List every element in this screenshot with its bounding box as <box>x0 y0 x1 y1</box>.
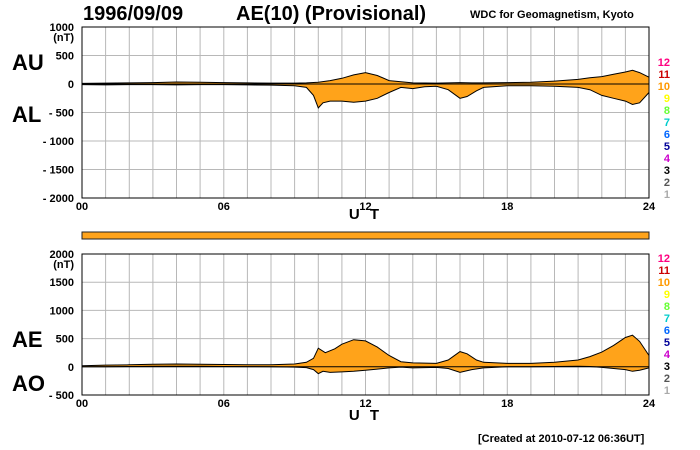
station-legend-label: 4 <box>664 349 671 361</box>
series-line-au <box>81 69 650 84</box>
series-line-ae <box>81 334 650 367</box>
station-legend-label: 3 <box>664 361 670 373</box>
y-axis-unit-label: (nT) <box>53 32 74 44</box>
station-legend-label: 2 <box>664 373 670 385</box>
y-tick-label: 500 <box>56 51 74 63</box>
station-legend-label: 8 <box>664 105 670 117</box>
station-legend-label: 2 <box>664 177 670 189</box>
x-tick-label: 06 <box>218 201 230 213</box>
x-tick-label: 06 <box>218 398 230 410</box>
x-tick-label: 24 <box>643 398 656 410</box>
plot-frame <box>81 26 650 199</box>
y-tick-label: 2000 <box>50 249 74 261</box>
x-tick-label: 24 <box>643 201 656 213</box>
series-line-al <box>81 84 650 109</box>
station-legend-label: 6 <box>664 325 670 337</box>
station-legend-label: 5 <box>664 141 670 153</box>
created-timestamp: [Created at 2010-07-12 06:36UT] <box>478 433 645 445</box>
x-tick-label: 00 <box>76 201 88 213</box>
area-fill <box>82 335 649 374</box>
station-legend-label: 8 <box>664 301 670 313</box>
source-label: WDC for Geomagnetism, Kyoto <box>470 9 634 21</box>
station-legend-label: 6 <box>664 129 670 141</box>
panel-label-ae: AE <box>12 327 43 352</box>
station-legend-label: 12 <box>658 253 670 265</box>
station-legend-label: 3 <box>664 165 670 177</box>
station-legend-label: 4 <box>664 153 671 165</box>
index-title: AE(10) (Provisional) <box>236 3 427 25</box>
y-tick-label: - 1500 <box>43 165 74 177</box>
y-tick-label: - 1000 <box>43 136 74 148</box>
area-fill <box>82 70 649 108</box>
panel-label-au: AU <box>12 50 44 75</box>
x-tick-label: 18 <box>501 201 513 213</box>
station-legend-label: 1 <box>664 385 670 397</box>
x-axis-label: U T <box>349 206 382 223</box>
y-tick-label: 0 <box>68 362 74 374</box>
x-tick-label: 12 <box>359 201 371 213</box>
panel-label-al: AL <box>12 102 42 127</box>
y-tick-label: 0 <box>68 79 74 91</box>
y-tick-label: 1000 <box>50 22 74 34</box>
y-tick-label: 500 <box>56 334 74 346</box>
y-tick-label: - 500 <box>49 108 74 120</box>
y-axis-unit-label: (nT) <box>53 259 74 271</box>
panel-label-ao: AO <box>12 371 45 396</box>
station-legend-label: 7 <box>664 117 670 129</box>
station-legend-label: 7 <box>664 313 670 325</box>
x-tick-label: 00 <box>76 398 88 410</box>
station-legend-label: 10 <box>658 81 670 93</box>
data-status-bar <box>81 231 650 240</box>
y-tick-label: - 500 <box>49 390 74 402</box>
y-tick-label: 1500 <box>50 277 74 289</box>
chart-panel-1: 1000 500 0 - 500 - 1000 - 1500 - 2000 (nT) 00 06 1… <box>43 22 671 223</box>
x-axis-label: U T <box>349 407 382 424</box>
x-tick-label: 12 <box>359 398 371 410</box>
station-legend-label: 9 <box>664 93 670 105</box>
station-legend-label: 12 <box>658 57 670 69</box>
plot-frame <box>81 253 650 396</box>
y-tick-label: 1000 <box>50 305 74 317</box>
date-title: 1996/09/09 <box>83 3 184 25</box>
station-legend-label: 11 <box>658 265 670 277</box>
station-legend-label: 10 <box>658 277 670 289</box>
station-legend-label: 1 <box>664 189 670 201</box>
station-legend-label: 5 <box>664 337 670 349</box>
station-legend-label: 11 <box>658 69 670 81</box>
x-tick-label: 18 <box>501 398 513 410</box>
station-legend-label: 9 <box>664 289 670 301</box>
y-tick-label: - 2000 <box>43 193 74 205</box>
